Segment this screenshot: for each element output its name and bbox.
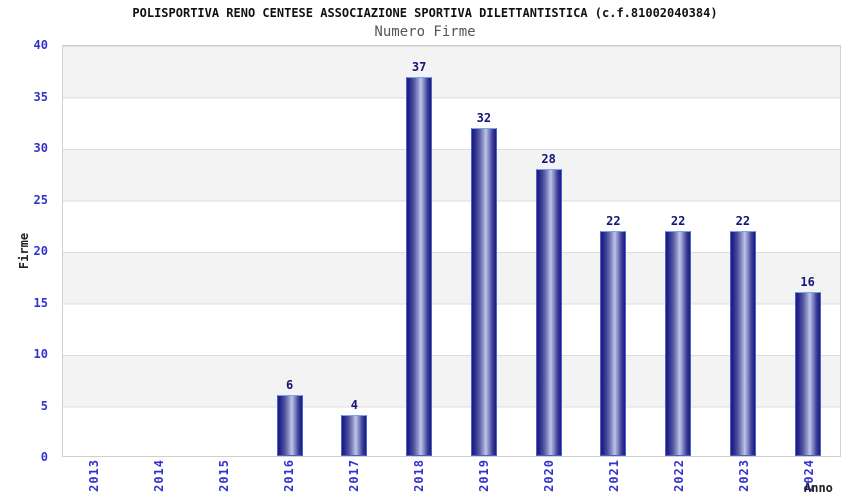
bar-2016[interactable]	[276, 394, 303, 456]
bar-slot-2017: 4	[322, 46, 387, 456]
x-tick-label-2016: 2016	[282, 459, 297, 492]
y-tick-label-5: 5	[40, 398, 48, 413]
x-tick-cell-2016: 2016	[257, 459, 322, 500]
bar-slot-2022: 22	[646, 46, 711, 456]
y-tick-label-20: 20	[33, 244, 48, 258]
x-axis-title: Anno	[804, 481, 833, 495]
bar-slot-2015	[193, 46, 258, 456]
x-tick-label-2022: 2022	[671, 459, 686, 492]
x-axis-labels: 2013 2014 2015 2016 2017 2018 2019 2020 2021 2022…	[62, 459, 841, 500]
bar-value-label-2023: 22	[735, 213, 751, 228]
bar-value-label-2018: 37	[411, 59, 427, 74]
x-tick-label-2017: 2017	[347, 459, 362, 492]
bar-value-label-2019: 32	[476, 111, 492, 125]
bar-value-label-2017: 4	[350, 398, 358, 412]
y-tick-label-10: 10	[33, 347, 48, 361]
bar-2019[interactable]	[470, 128, 497, 456]
x-tick-label-2020: 2020	[541, 459, 556, 492]
x-tick-cell-2021: 2021	[581, 459, 646, 500]
x-tick-cell-2013: 2013	[62, 459, 127, 500]
plot-area: 6 4 37 32 28 22 22 22 16	[62, 45, 841, 457]
x-tick-label-2018: 2018	[412, 459, 427, 492]
bar-slot-2021: 22	[581, 46, 646, 456]
x-tick-cell-2023: 2023	[711, 459, 776, 500]
y-tick-label-40: 40	[33, 38, 48, 52]
x-tick-label-2014: 2014	[152, 459, 167, 492]
x-tick-label-2013: 2013	[87, 459, 102, 492]
bar-slot-2020: 28	[516, 46, 581, 456]
bar-slot-2013	[63, 46, 128, 456]
bar-slot-2018: 37	[387, 46, 452, 456]
x-tick-cell-2018: 2018	[387, 459, 452, 500]
bar-value-label-2016: 6	[286, 377, 294, 392]
y-tick-label-25: 25	[33, 192, 48, 207]
y-tick-label-15: 15	[33, 295, 48, 310]
x-tick-label-2023: 2023	[736, 459, 751, 492]
bar-slot-2024: 16	[775, 46, 840, 456]
bar-value-label-2024: 16	[800, 275, 815, 289]
y-tick-label-0: 0	[40, 450, 48, 464]
bar-slot-2014	[128, 46, 193, 456]
bar-slot-2023: 22	[711, 46, 776, 456]
x-tick-cell-2022: 2022	[646, 459, 711, 500]
bar-value-label-2021: 22	[606, 213, 621, 228]
bar-2018[interactable]	[406, 76, 433, 456]
bar-2017[interactable]	[341, 415, 368, 456]
bar-2024[interactable]	[794, 292, 821, 456]
bars: 6 4 37 32 28 22 22 22 16	[63, 46, 840, 456]
x-tick-cell-2015: 2015	[192, 459, 257, 500]
chart-title: POLISPORTIVA RENO CENTESE ASSOCIAZIONE S…	[132, 6, 718, 20]
x-tick-cell-2019: 2019	[452, 459, 517, 500]
bar-slot-2019: 32	[452, 46, 517, 456]
y-tick-label-35: 35	[33, 89, 48, 104]
bar-2022[interactable]	[665, 230, 692, 456]
bar-value-label-2020: 28	[541, 152, 556, 166]
y-tick-label-30: 30	[33, 141, 48, 155]
bar-2023[interactable]	[729, 230, 756, 456]
x-tick-label-2019: 2019	[476, 459, 491, 492]
x-tick-label-2021: 2021	[606, 459, 621, 492]
bar-2021[interactable]	[600, 230, 627, 456]
x-tick-cell-2014: 2014	[127, 459, 192, 500]
x-tick-cell-2017: 2017	[322, 459, 387, 500]
bar-value-label-2022: 22	[670, 213, 686, 228]
x-tick-label-2015: 2015	[217, 459, 232, 492]
x-tick-cell-2020: 2020	[516, 459, 581, 500]
bar-2020[interactable]	[535, 169, 562, 456]
chart-subtitle: Numero Firme	[374, 24, 476, 40]
bar-slot-2016: 6	[257, 46, 322, 456]
